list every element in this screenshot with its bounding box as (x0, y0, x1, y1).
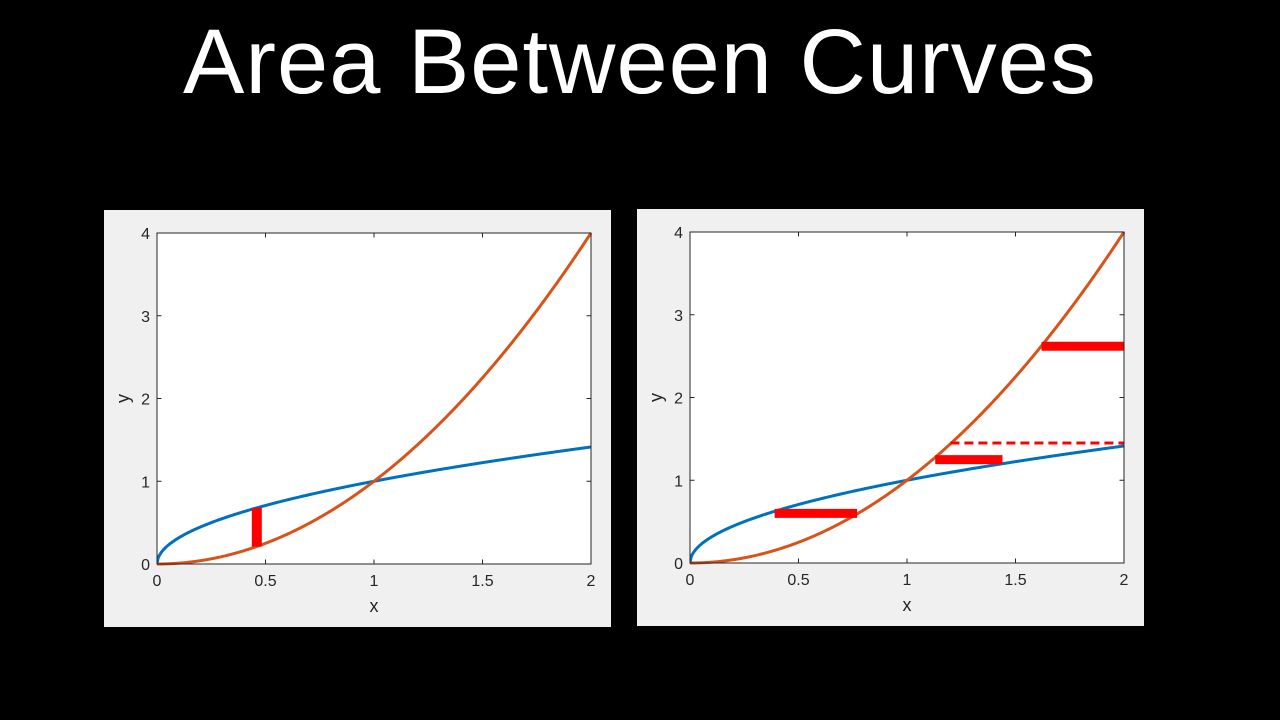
y-tick-label: 2 (674, 391, 683, 408)
y-axis-label: y (113, 394, 133, 403)
x-tick-label: 1 (370, 573, 379, 590)
x-axis-label: x (370, 596, 379, 616)
right-chart: 0 0.5 1 1.5 2 0 1 2 3 4 x y (646, 225, 1129, 615)
y-tick-label: 1 (674, 473, 683, 490)
square-curve (157, 232, 593, 566)
plot-area (157, 233, 591, 564)
right-chart-panel: 0 0.5 1 1.5 2 0 1 2 3 4 x y (637, 209, 1144, 626)
left-chart-panel: 0 0.5 1 1.5 2 0 1 2 3 4 x y (104, 210, 611, 627)
y-tick-label: 2 (141, 392, 150, 409)
x-tick-label: 0 (153, 573, 162, 590)
y-tick-label: 0 (674, 556, 683, 573)
x-tick-label: 1.5 (471, 573, 493, 590)
plot-border (156, 232, 592, 565)
x-tick-label: 2 (1120, 572, 1129, 589)
x-tick-label: 0.5 (254, 573, 276, 590)
y-tick-label: 0 (141, 557, 150, 574)
page-title: Area Between Curves (183, 11, 1097, 113)
plot-area (690, 232, 1124, 563)
y-tick-label: 4 (141, 226, 150, 243)
x-tick-label: 2 (587, 573, 596, 590)
y-tick-label: 3 (141, 309, 150, 326)
plot-border (689, 231, 1125, 564)
left-chart: 0 0.5 1 1.5 2 0 1 2 3 4 x y (113, 226, 596, 616)
y-tick-label: 1 (141, 474, 150, 491)
x-tick-label: 1.5 (1004, 572, 1026, 589)
y-axis-label: y (646, 393, 666, 402)
x-axis-label: x (903, 595, 912, 615)
x-tick-label: 0 (686, 572, 695, 589)
y-tick-label: 4 (674, 225, 683, 242)
y-tick-label: 3 (674, 308, 683, 325)
x-tick-label: 1 (903, 572, 912, 589)
square-curve (690, 231, 1126, 565)
x-tick-label: 0.5 (787, 572, 809, 589)
